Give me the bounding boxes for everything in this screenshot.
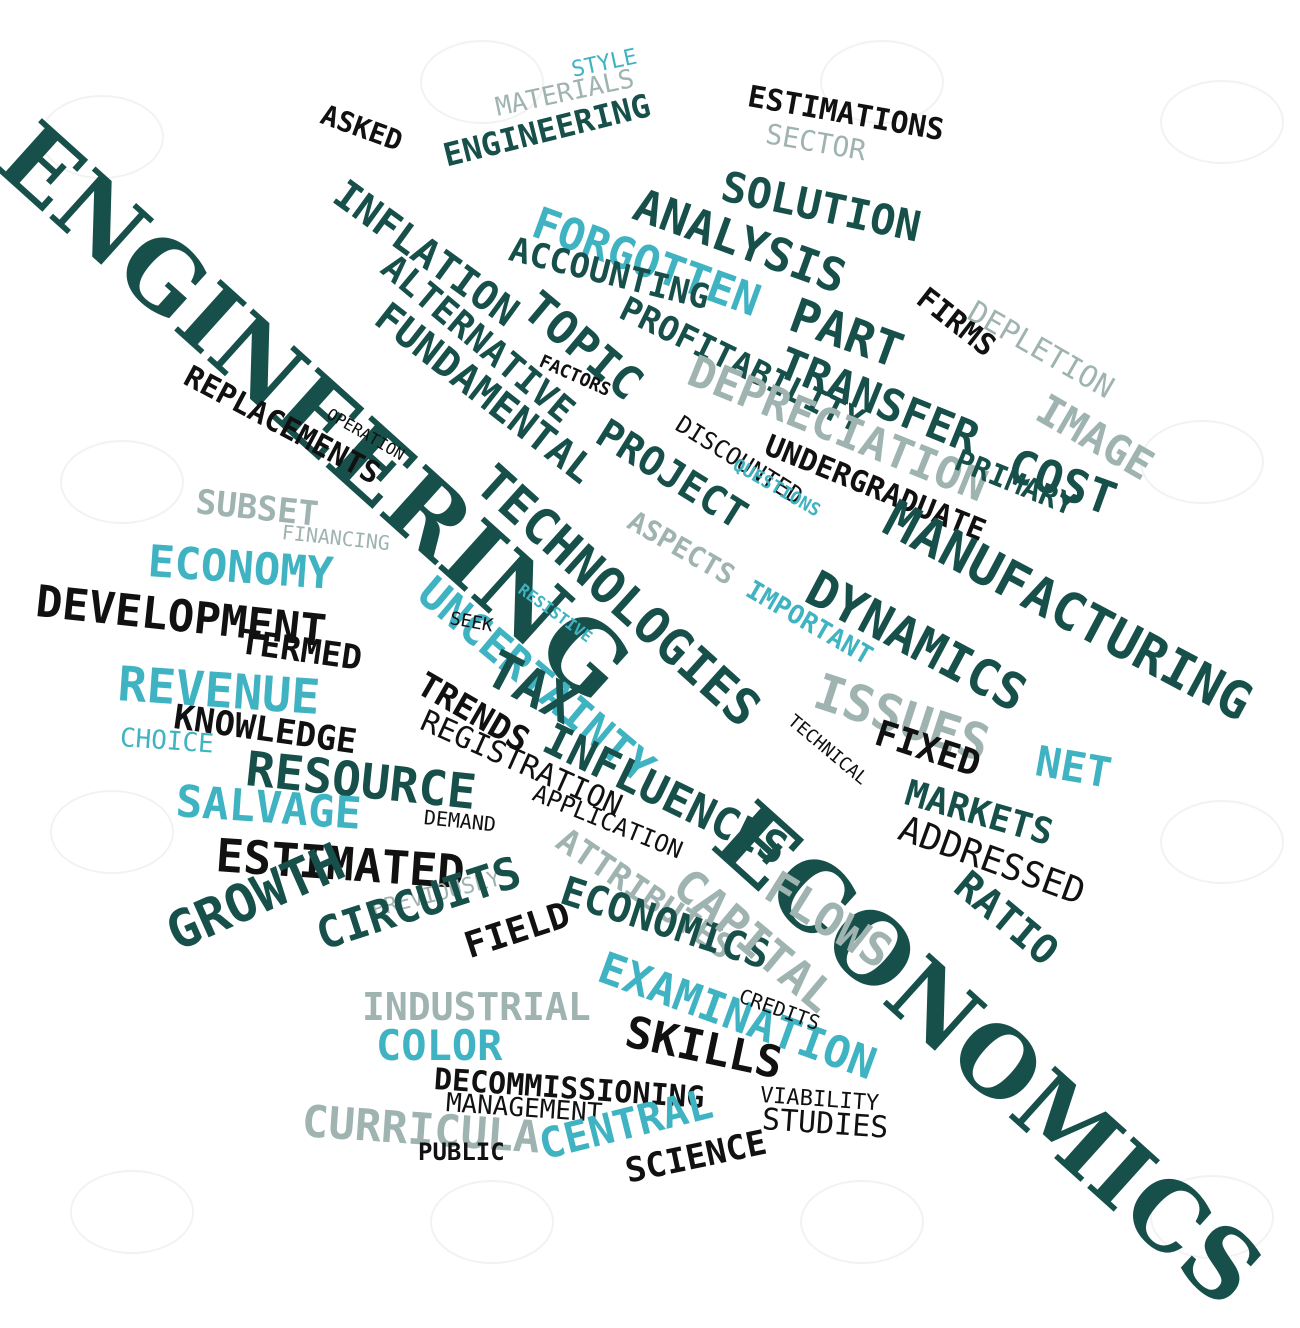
cloud-word: DEMAND: [422, 805, 498, 837]
cloud-word: ECONOMY: [146, 536, 335, 600]
word-cloud: ENGINEERING ECONOMICS STYLE MATERIALS AS…: [0, 40, 1284, 1328]
watermark-logo: [1140, 420, 1264, 504]
cloud-word: PUBLIC: [418, 1138, 505, 1166]
cloud-word: NET: [1031, 736, 1116, 798]
cloud-word: SALVAGE: [174, 776, 363, 840]
watermark-logo: [1160, 80, 1284, 164]
watermark-logo: [60, 440, 184, 524]
watermark-logo: [40, 95, 164, 179]
watermark-logo: [800, 1180, 924, 1264]
watermark-logo: [1150, 1175, 1274, 1259]
cloud-word: INDUSTRIAL: [362, 985, 591, 1029]
cloud-word: ASKED: [316, 98, 408, 158]
cloud-word: COLOR: [376, 1021, 503, 1070]
watermark-logo: [70, 1170, 194, 1254]
watermark-logo: [430, 1180, 554, 1264]
watermark-logo: [1160, 800, 1284, 884]
cloud-word: CHOICE: [118, 723, 215, 760]
cloud-word: STUDIES: [760, 1102, 890, 1146]
cloud-word: MANUFACTURING: [873, 489, 1262, 734]
watermark-logo: [820, 40, 944, 124]
watermark-logo: [50, 790, 174, 874]
watermark-logo: [420, 40, 544, 124]
